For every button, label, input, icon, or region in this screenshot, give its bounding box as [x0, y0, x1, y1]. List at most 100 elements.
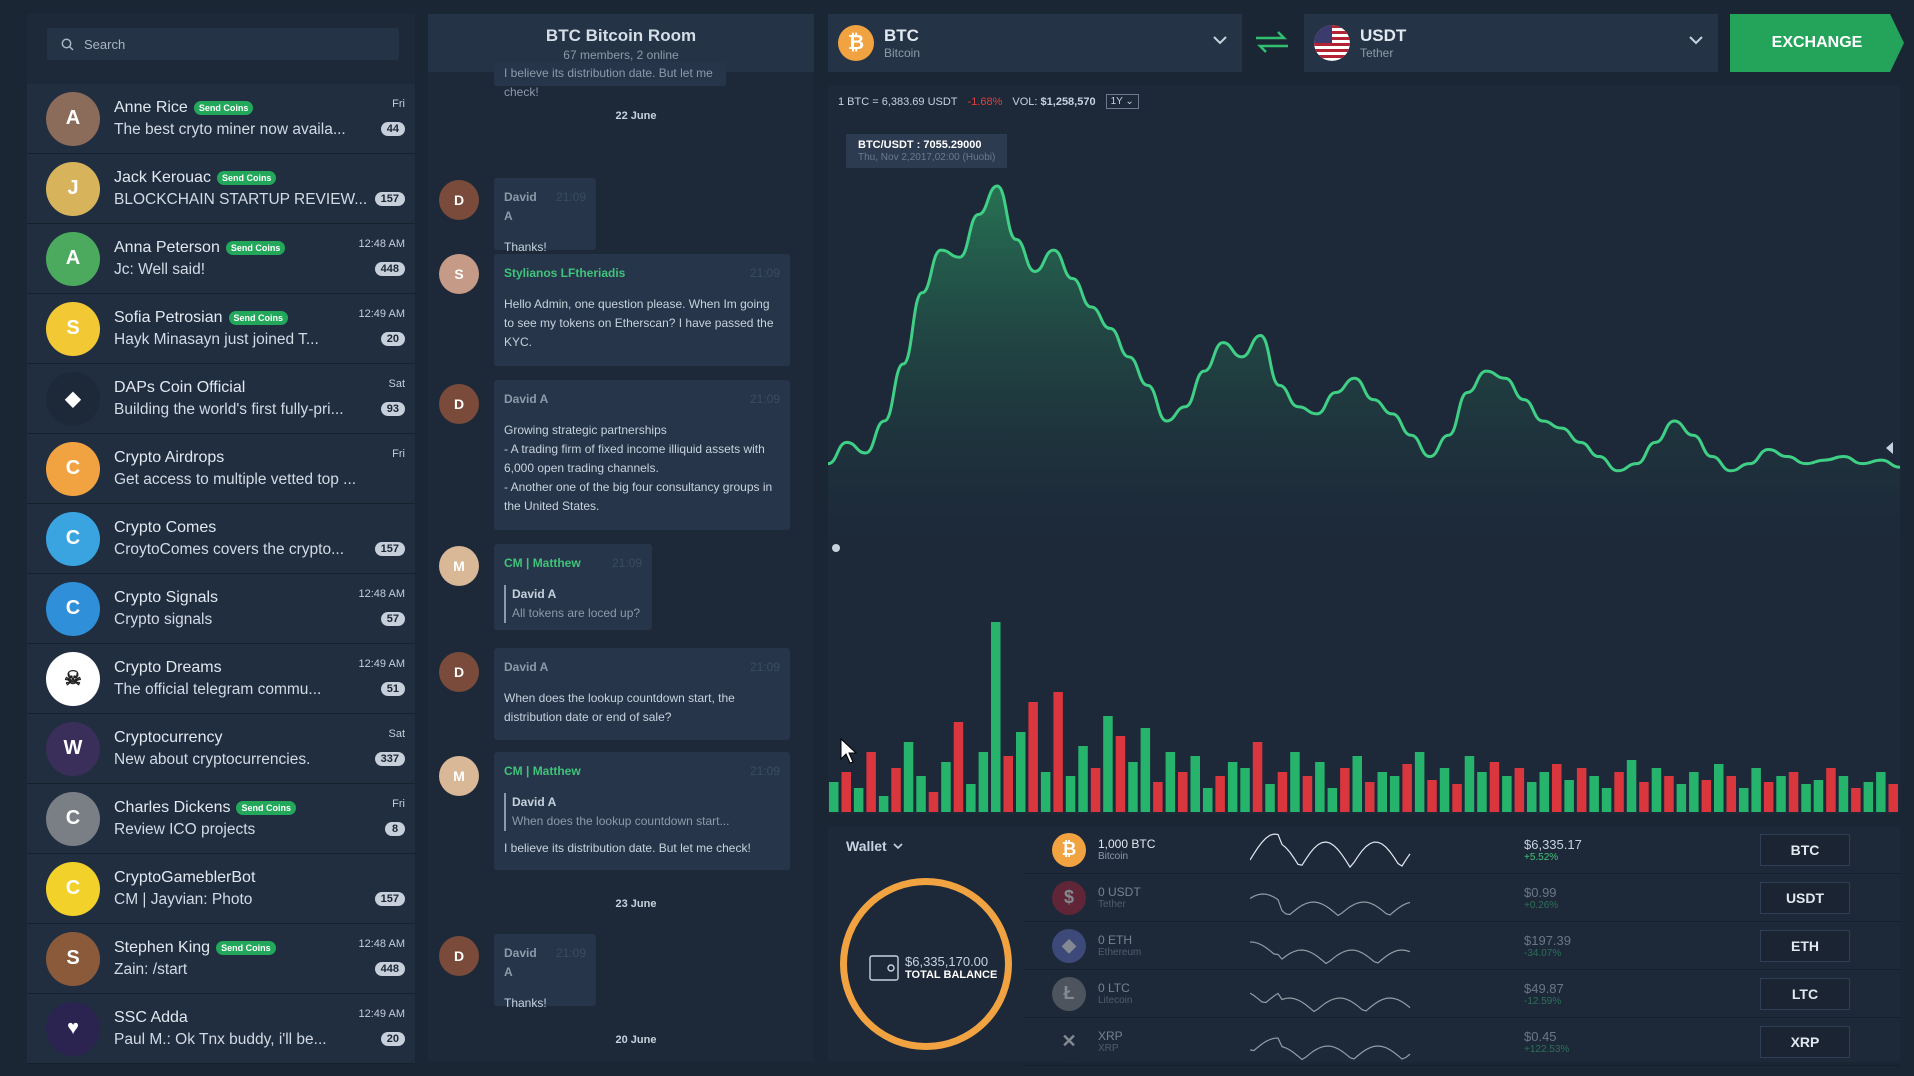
to-coin-select[interactable]: USDT Tether — [1304, 14, 1718, 72]
asset-sparkline — [1250, 941, 1411, 965]
contact-last-message: Get access to multiple vetted top ... — [114, 470, 357, 488]
volume-bar — [1664, 776, 1674, 812]
contact-item[interactable]: J Jack Kerouac Send Coins BLOCKCHAIN STAR… — [27, 154, 415, 224]
contact-item[interactable]: A Anne Rice Send Coins The best cryto min… — [27, 84, 415, 154]
contact-time: Sat — [388, 378, 405, 390]
asset-ltc-button[interactable]: LTC — [1760, 977, 1850, 1010]
volume-bar — [1714, 764, 1724, 812]
volume-bar — [1701, 780, 1712, 812]
avatar[interactable]: S — [439, 254, 479, 294]
contact-item[interactable]: W Cryptocurrency New about cryptocurrenc… — [27, 714, 415, 784]
volume-bar — [891, 768, 901, 812]
swap-icon[interactable] — [1252, 28, 1292, 56]
avatar[interactable]: M — [439, 546, 479, 586]
asset-eth-button[interactable]: ETH — [1760, 929, 1850, 962]
contact-item[interactable]: C CryptoGameblerBot CM | Jayvian: Photo … — [27, 854, 415, 924]
contact-item[interactable]: C Crypto Comes CroytoComes covers the cr… — [27, 504, 415, 574]
asset-usdt-button[interactable]: USDT — [1760, 881, 1850, 914]
message-author[interactable]: David A — [504, 660, 549, 674]
volume-bar — [829, 782, 839, 812]
message-list[interactable]: I believe its distribution date. But let… — [428, 62, 814, 1062]
avatar: C — [46, 511, 100, 566]
contact-item[interactable]: C Charles Dickens Send Coins Review ICO p… — [27, 784, 415, 854]
contact-time: Fri — [392, 448, 405, 460]
contact-item[interactable]: C Crypto Airdrops Get access to multiple… — [27, 434, 415, 504]
asset-name: 0 LTC Litecoin — [1098, 981, 1278, 1006]
search-box[interactable] — [47, 28, 399, 60]
asset-coin-name: XRP — [1098, 1043, 1119, 1054]
wallet-select[interactable]: Wallet — [846, 838, 903, 854]
total-balance-label: TOTAL BALANCE — [905, 968, 998, 981]
asset-row[interactable]: ✕ XRP XRP $0.45 +122.53% XRP — [1024, 1018, 1900, 1066]
message-author[interactable]: David A — [504, 392, 549, 406]
wallet-label: Wallet — [846, 838, 887, 854]
volume-bar — [1539, 772, 1549, 812]
volume-bar — [1751, 768, 1761, 812]
contact-item[interactable]: ☠ Crypto Dreams The official telegram co… — [27, 644, 415, 714]
message-author[interactable]: David A — [504, 190, 537, 223]
avatar[interactable]: D — [439, 384, 479, 424]
send-coins-badge[interactable]: Send Coins — [193, 100, 254, 115]
chat-panel: BTC Bitcoin Room 67 members, 2 online I … — [428, 14, 814, 1062]
search-input[interactable] — [84, 36, 384, 52]
asset-value: $0.99 +0.26% — [1524, 885, 1558, 911]
message-author[interactable]: David A — [504, 946, 537, 979]
chart-canvas[interactable] — [828, 86, 1900, 814]
contact-item[interactable]: C Crypto Signals Crypto signals 12:48 AM… — [27, 574, 415, 644]
volume-bar — [1639, 782, 1649, 812]
contact-last-message: CM | Jayvian: Photo — [114, 890, 253, 908]
avatar[interactable]: D — [439, 652, 479, 692]
avatar[interactable]: D — [439, 936, 479, 976]
asset-row[interactable]: Ł 0 LTC Litecoin $49.87 -12.59% LTC — [1024, 970, 1900, 1018]
asset-row[interactable]: ◆ 0 ETH Ethereum $197.39 -34.07% ETH — [1024, 922, 1900, 970]
avatar[interactable]: D — [439, 180, 479, 220]
message-time: 21:09 — [555, 946, 586, 960]
contact-last-message: The official telegram commu... — [114, 680, 322, 698]
total-balance: $6,335,170.00 TOTAL BALANCE — [869, 953, 997, 981]
message-author[interactable]: CM | Matthew — [504, 764, 581, 778]
asset-xrp-button[interactable]: XRP — [1760, 1025, 1850, 1058]
message-text: I believe its distribution date. But let… — [504, 841, 751, 855]
price-chart[interactable]: 1 BTC = 6,383.69 USDT -1.68% VOL: $1,258… — [828, 86, 1900, 814]
contact-name: SSC Adda — [114, 1008, 188, 1026]
asset-btc-button[interactable]: BTC — [1760, 833, 1850, 866]
asset-row[interactable]: ₿ 1,000 BTC Bitcoin $6,335.17 +5.52% BTC — [1024, 826, 1900, 874]
asset-coin-name: Litecoin — [1098, 995, 1133, 1006]
collapse-arrow-icon[interactable] — [1886, 442, 1894, 454]
send-coins-badge[interactable]: Send Coins — [228, 310, 289, 325]
price-area — [828, 186, 1900, 542]
contact-item[interactable]: ♥ SSC Adda Paul M.: Ok Tnx buddy, i'll b… — [27, 994, 415, 1064]
send-coins-badge[interactable]: Send Coins — [216, 170, 277, 185]
send-coins-badge[interactable]: Send Coins — [225, 240, 286, 255]
contact-item[interactable]: S Sofia Petrosian Send Coins Hayk Minasay… — [27, 294, 415, 364]
volume-bar — [1327, 788, 1338, 812]
reply-quote[interactable]: David A When does the lookup countdown st… — [504, 793, 780, 831]
volume-bar — [1402, 764, 1412, 812]
contact-info: Cryptocurrency New about cryptocurrencie… — [114, 729, 374, 769]
exchange-button[interactable]: EXCHANGE — [1730, 14, 1904, 72]
message-time: 21:09 — [749, 764, 780, 778]
asset-name: 0 USDT Tether — [1098, 885, 1278, 910]
contact-info: Sofia Petrosian Send Coins Hayk Minasayn … — [114, 309, 374, 349]
asset-row[interactable]: $ 0 USDT Tether $0.99 +0.26% USDT — [1024, 874, 1900, 922]
message-author[interactable]: Stylianos LFtheriadis — [504, 266, 626, 280]
contact-item[interactable]: ◆ DAPs Coin Official Building the world'… — [27, 364, 415, 434]
send-coins-badge[interactable]: Send Coins — [236, 800, 296, 815]
volume-bar — [1489, 762, 1500, 812]
send-coins-badge[interactable]: Send Coins — [216, 940, 276, 955]
reply-quote[interactable]: David A All tokens are loced up? — [504, 585, 642, 623]
message-author[interactable]: CM | Matthew — [504, 556, 581, 570]
contact-item[interactable]: S Stephen King Send Coins Zain: /start 12… — [27, 924, 415, 994]
message-text: Thanks! — [504, 240, 547, 254]
room-title: BTC Bitcoin Room — [545, 26, 697, 45]
unread-count-badge: 448 — [374, 262, 405, 276]
from-coin-select[interactable]: ₿ BTC Bitcoin — [828, 14, 1242, 72]
range-select[interactable]: 1Y ⌄ — [1105, 94, 1139, 109]
asset-sparkline — [1250, 893, 1411, 917]
volume-bar — [941, 762, 951, 812]
message-time: 21:09 — [611, 556, 642, 570]
contact-item[interactable]: A Anna Peterson Send Coins Jc: Well said!… — [27, 224, 415, 294]
avatar[interactable]: M — [439, 756, 479, 796]
chart-marker[interactable] — [832, 544, 840, 552]
unread-count-badge: 51 — [380, 682, 405, 696]
